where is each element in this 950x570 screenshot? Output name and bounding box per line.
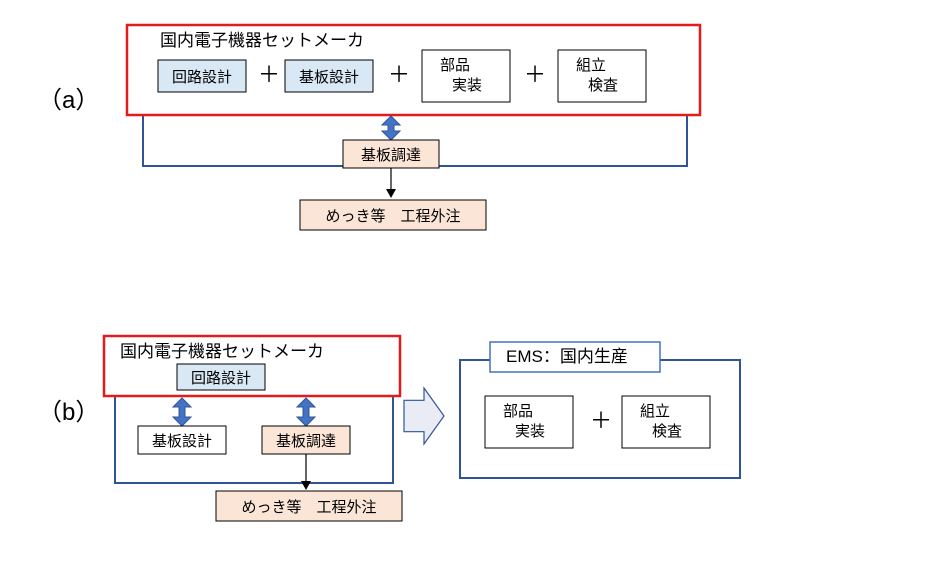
a-plus-2: ＋ [388,62,410,87]
b-double-arrow-2 [297,398,315,426]
a-maker-title: 国内電子機器セットメーカ [160,31,364,50]
a-circuit-label: 回路設計 [172,69,232,86]
label-b: （b） [38,399,99,426]
b-parts-l2: 実装 [515,423,545,440]
a-down-arrow-head [386,189,396,198]
a-plus-1: ＋ [258,62,280,87]
a-plus-3: ＋ [524,62,546,87]
b-procure-label: 基板調達 [276,432,336,450]
b-parts-l1: 部品 [503,403,533,420]
label-a: （a） [38,87,99,114]
b-down-arrow-head [301,481,311,490]
a-board-label: 基板設計 [299,68,359,86]
a-parts-l2: 実装 [452,77,482,94]
b-plus: ＋ [590,408,612,433]
b-double-arrow-1 [173,398,191,426]
b-circuit-label: 回路設計 [191,370,251,387]
b-board-label: 基板設計 [152,432,212,450]
a-double-arrow [382,116,400,140]
a-assembly-l1: 組立 [576,57,606,74]
b-ems-title: EMS：国内生産 [506,347,628,366]
b-maker-title: 国内電子機器セットメーカ [120,342,324,361]
a-procure-label: 基板調達 [361,146,421,164]
a-parts-l1: 部品 [440,57,470,74]
b-plating-label: めっき等 工程外注 [241,498,376,516]
a-assembly-l2: 検査 [588,77,618,94]
b-assembly-l1: 組立 [640,403,670,420]
b-assembly-l2: 検査 [652,423,682,440]
b-big-arrow [404,388,444,444]
a-plating-label: めっき等 工程外注 [325,207,460,225]
